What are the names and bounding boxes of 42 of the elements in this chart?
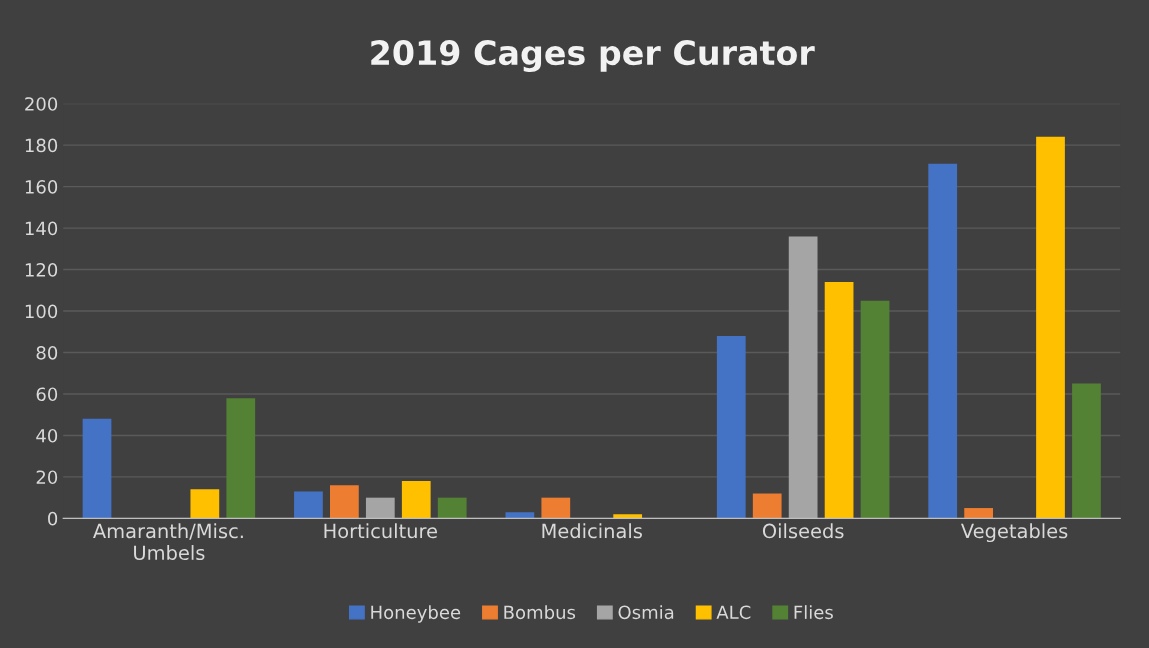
y-tick-label: 120 [25,263,58,277]
y-tick-label: 40 [36,428,58,443]
x-tick-label: Medicinals [542,523,642,539]
bar [226,398,256,519]
bar [1036,136,1065,519]
legend-label: Honeybee [371,605,461,623]
bar [190,489,220,519]
bar [437,497,467,519]
y-tick-label: 100 [25,304,58,319]
y-tick-label: 20 [36,470,58,485]
bar [824,282,854,519]
y-tick-label: 80 [36,345,58,360]
legend-label: Bombus [504,605,576,620]
x-tick-label: Vegetables [961,523,1068,543]
y-tick-label: 0 [48,511,58,526]
bar [752,493,782,519]
bar [541,497,571,519]
bar [82,418,112,519]
y-tick-label: 180 [25,138,58,153]
x-tick-label: Horticulture [324,523,437,539]
bar [294,491,323,519]
bar [330,485,359,519]
legend-label: Flies [794,605,833,620]
x-tick-label: Amaranth/Misc. Umbels [93,523,243,561]
legend-label: Osmia [618,605,674,620]
bar [401,481,431,519]
bar [505,512,535,519]
bar [365,497,395,519]
bar [613,514,643,519]
x-tick-label: Oilseeds [762,523,844,539]
y-tick-label: 200 [25,97,58,111]
y-tick-label: 160 [25,180,58,194]
bar [788,236,818,519]
bar [716,335,746,519]
y-tick-label: 140 [25,221,58,236]
bar [860,300,890,519]
y-tick-label: 60 [36,387,58,402]
bar [964,508,993,519]
bar [928,163,958,519]
bar [1072,383,1101,519]
legend-label: ALC [716,605,751,620]
chart-title: 2019 Cages per Curator [371,40,815,72]
